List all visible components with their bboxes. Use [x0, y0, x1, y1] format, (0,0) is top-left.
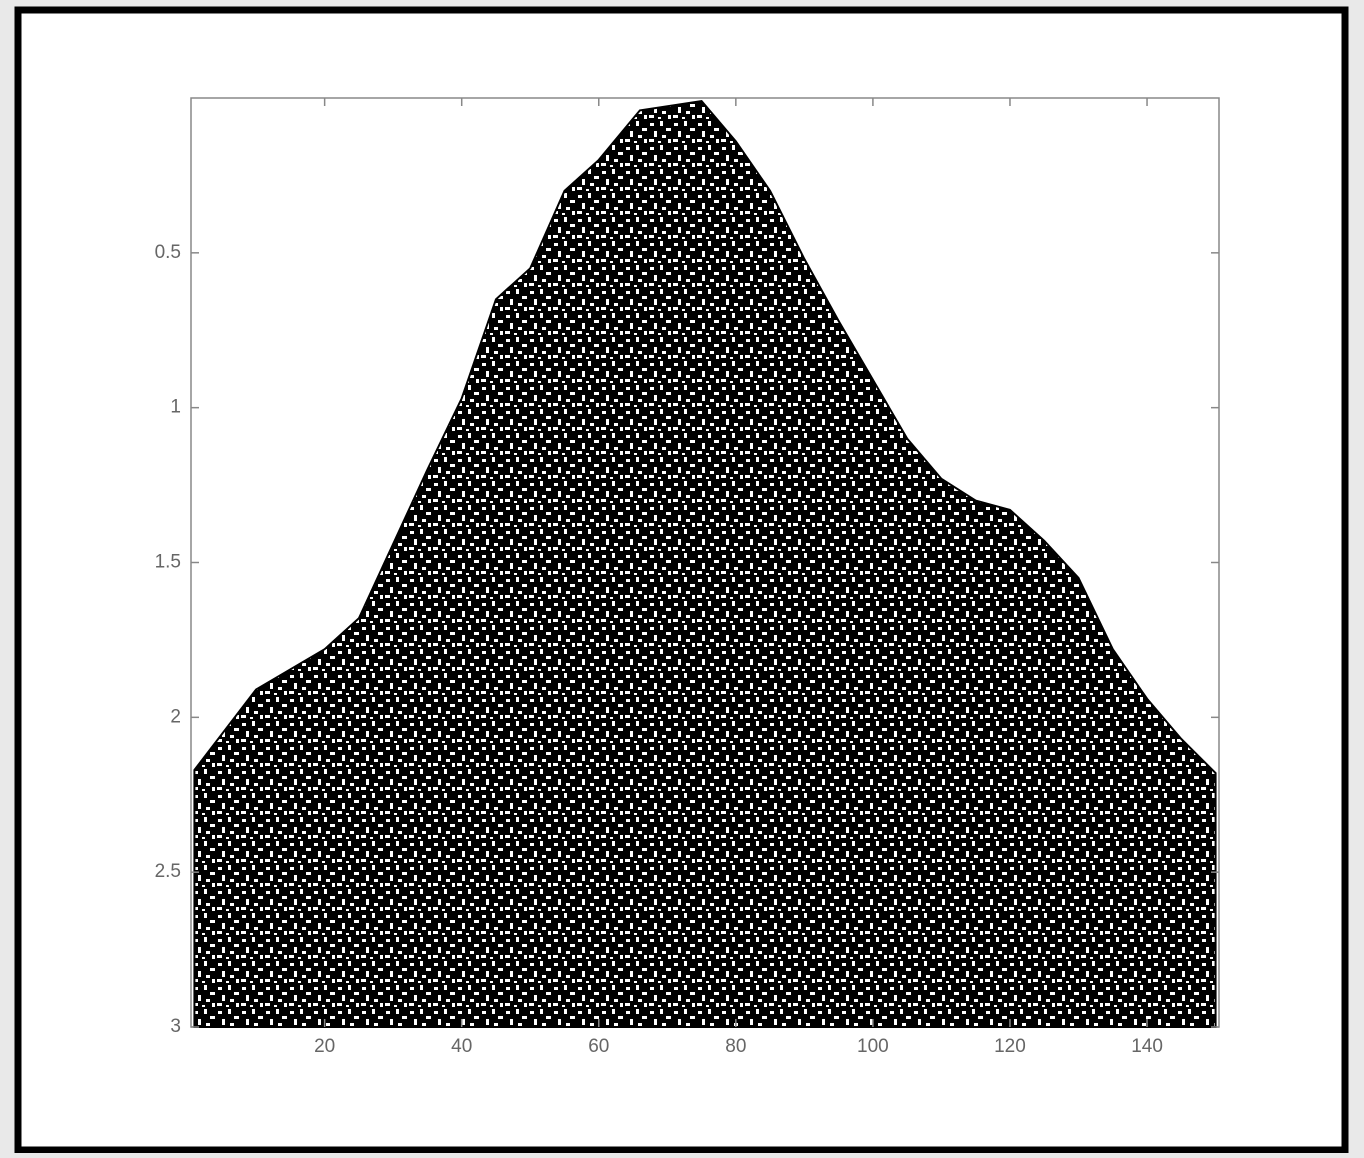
y-tick-label: 1: [170, 397, 181, 418]
y-tick-label: 1.5: [155, 552, 181, 573]
y-tick-label: 2.5: [155, 861, 181, 882]
x-tick-label: 40: [451, 1036, 472, 1057]
x-tick-label: 100: [857, 1036, 889, 1057]
x-tick-label: 80: [725, 1036, 746, 1057]
y-tick-label: 2: [170, 706, 181, 727]
x-tick-label: 20: [314, 1036, 335, 1057]
y-tick-label: 0.5: [155, 242, 181, 263]
x-tick-label: 120: [994, 1036, 1026, 1057]
page: 204060801001201400.511.522.53 (() => { c…: [0, 0, 1364, 1153]
chart: 20 40 60 80 100 120 140 0.5 1 1.5 2 2.5 3: [0, 0, 1364, 1153]
y-tick-label: 3: [170, 1016, 181, 1037]
x-tick-label: 140: [1131, 1036, 1163, 1057]
x-tick-label: 60: [588, 1036, 609, 1057]
